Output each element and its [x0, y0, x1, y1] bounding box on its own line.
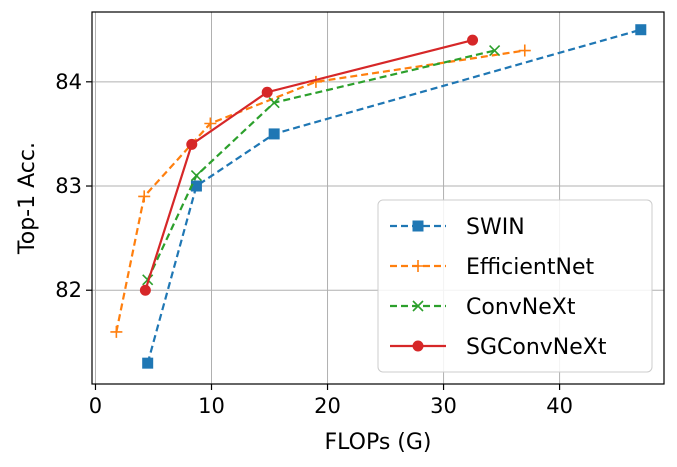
series-line-convnext [146, 49, 495, 281]
legend-marker [412, 220, 424, 232]
legend-marker [412, 340, 424, 352]
series-layer [110, 24, 647, 369]
x-tick-label: 40 [546, 394, 573, 418]
data-point-efficientnet [204, 117, 217, 130]
data-point-swin [268, 128, 280, 140]
data-point-sgconvnext [467, 34, 479, 46]
legend-marker [412, 300, 424, 312]
legend-entry-swin: SWIN [390, 215, 525, 240]
data-point-efficientnet [110, 325, 123, 338]
series-efficientnet [110, 44, 531, 338]
legend-entry-efficientnet: EfficientNet [390, 255, 594, 280]
data-point-sgconvnext [261, 86, 273, 98]
legend-label: ConvNeXt [466, 295, 576, 320]
y-axis-label: Top-1 Acc. [15, 142, 40, 255]
data-point-sgconvnext [186, 138, 198, 150]
y-tick-label: 84 [55, 70, 82, 94]
data-point-efficientnet [138, 190, 151, 203]
ticks: 0 10 20 30 40 82 83 84 [55, 70, 573, 418]
x-tick-label: 10 [198, 394, 225, 418]
series-swin [142, 24, 647, 369]
data-point-convnext [190, 170, 202, 182]
data-point-efficientnet [518, 44, 531, 57]
data-point-swin [142, 357, 154, 369]
series-convnext [142, 44, 501, 286]
y-tick-label: 83 [55, 174, 82, 198]
x-tick-label: 0 [89, 394, 102, 418]
data-point-sgconvnext [139, 284, 151, 296]
x-tick-label: 20 [314, 394, 341, 418]
data-point-swin [190, 180, 202, 192]
legend-marker [412, 260, 424, 272]
y-tick-label: 82 [55, 278, 82, 302]
x-tick-label: 30 [430, 394, 457, 418]
legend-label: SWIN [466, 215, 525, 240]
series-line-sgconvnext [144, 39, 473, 291]
legend-entry-convnext: ConvNeXt [390, 295, 576, 320]
legend-box [377, 199, 653, 373]
series-line-swin [146, 28, 642, 364]
series-sgconvnext [139, 34, 479, 296]
plot-frame [91, 11, 665, 385]
data-point-swin [635, 24, 647, 36]
legend-entry-sgconvnext: SGConvNeXt [390, 335, 607, 360]
legend-label: SGConvNeXt [466, 335, 607, 360]
legend: SWIN EfficientNet ConvNeXt SGConvNeXt [377, 199, 653, 373]
x-axis-label: FLOPs (G) [325, 430, 432, 455]
data-point-convnext [268, 97, 280, 109]
legend-label: EfficientNet [466, 255, 594, 280]
data-point-convnext [489, 44, 501, 57]
